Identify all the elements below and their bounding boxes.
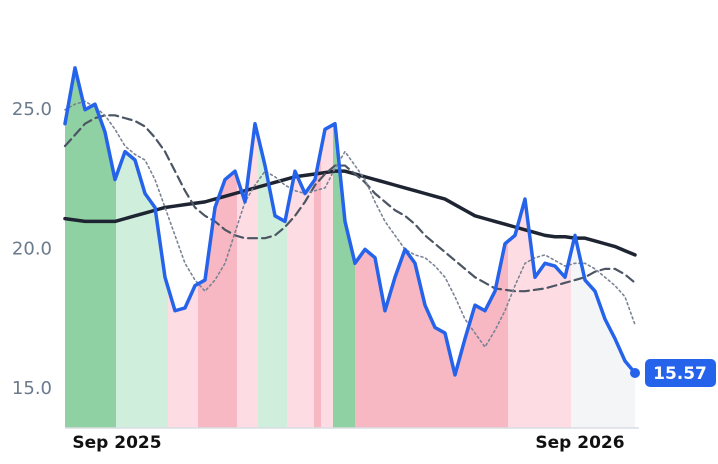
series-line: [63, 66, 637, 377]
x-tick-label: Sep 2025: [72, 433, 161, 453]
y-tick-label: 20.0: [12, 238, 52, 259]
y-tick-label: 25.0: [12, 99, 52, 120]
last-value-label: 15.57: [653, 364, 707, 384]
last-badge: [645, 359, 716, 388]
region-band: [321, 67, 333, 428]
region-band: [237, 67, 258, 428]
series-line: [63, 114, 637, 293]
region-band: [355, 67, 508, 428]
region-band: [314, 67, 321, 428]
last-point: [630, 368, 640, 379]
regions: [65, 67, 635, 428]
y-tick-label: 15.0: [12, 378, 52, 399]
region-band: [168, 67, 198, 428]
region-band: [65, 67, 116, 428]
x-tick-label: Sep 2026: [535, 433, 624, 453]
region-band: [258, 67, 287, 428]
region-band: [508, 67, 571, 428]
series-line: [64, 100, 636, 348]
series-line: [63, 169, 637, 257]
region-band: [287, 67, 314, 428]
